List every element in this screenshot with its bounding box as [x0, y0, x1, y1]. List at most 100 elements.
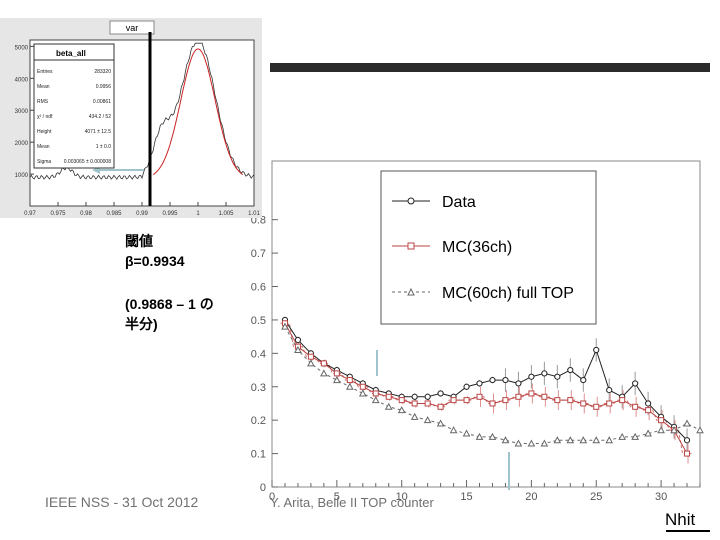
- mc60-point: [488, 432, 497, 440]
- data-point: [606, 386, 613, 394]
- mc60-point: [605, 436, 614, 444]
- stats-row-label: Height: [37, 129, 52, 135]
- stats-row-value: 4071 ± 12.5: [85, 129, 112, 135]
- mc60-point: [384, 402, 393, 410]
- data-point: [502, 376, 509, 384]
- hist-title-box: [109, 20, 155, 35]
- data-point: [476, 380, 483, 387]
- mc60-point: [644, 429, 652, 437]
- mc60-point: [683, 419, 691, 427]
- x-tick-label: 20: [525, 491, 537, 503]
- legend-label: Data: [442, 194, 476, 211]
- stats-row-value: 1 ± 0.0: [96, 144, 111, 150]
- mc36-point: [307, 353, 314, 360]
- x-tick-label: 25: [590, 491, 602, 503]
- mc36-point: [567, 397, 574, 404]
- logo-text: Nhit: [665, 510, 696, 529]
- mc36-point: [359, 383, 366, 390]
- mc36-point: [658, 417, 665, 424]
- mc60-point: [307, 359, 315, 367]
- mc60-point: [294, 345, 302, 353]
- hist-y-tick-label: 5000: [15, 45, 29, 51]
- x-tick-label: 5: [334, 491, 340, 503]
- data-point: [489, 376, 496, 384]
- stats-row-label: RMS: [37, 99, 49, 105]
- hist-x-tick-label: 0.97: [24, 211, 36, 217]
- title-bar: [270, 63, 710, 72]
- mc36-point: [684, 450, 691, 457]
- mc60-point: [397, 406, 406, 414]
- y-tick-label: 0.1: [251, 449, 266, 461]
- data-point: [528, 373, 535, 380]
- data-point: [515, 380, 522, 387]
- mc60-point: [553, 436, 562, 444]
- y-tick-label: 0.7: [251, 248, 266, 260]
- y-tick-label: 0.6: [251, 282, 266, 294]
- stats-row-value: 0.9956: [96, 84, 112, 90]
- mc36-point: [372, 390, 379, 397]
- mc36-point: [632, 403, 639, 410]
- mc60-point: [579, 436, 588, 444]
- mc60-point: [320, 369, 328, 377]
- mc36-point: [619, 397, 626, 404]
- note-line-2: 半分): [125, 316, 158, 332]
- hist-x-tick-label: 1.01: [248, 211, 260, 217]
- mc60-point: [358, 389, 367, 397]
- y-tick-label: 0.4: [251, 348, 266, 360]
- hist-x-tick-label: 0.995: [162, 211, 178, 217]
- data-point: [554, 373, 561, 380]
- stats-box: beta_all Entries 283320 Mean 0.9956 RMS 0.0086…: [33, 43, 115, 169]
- stats-box-frame: [33, 43, 115, 169]
- legend-marker: [407, 287, 415, 296]
- hist-y-tick-label: 1000: [15, 173, 29, 179]
- stats-row-label: Sigma: [37, 159, 51, 165]
- stats-row-label: χ² / ndf: [37, 114, 53, 120]
- stats-row-value: 0.003065 ± 0.000008: [64, 159, 111, 165]
- mc60-point: [423, 416, 432, 424]
- y-tick-label: 0.3: [251, 382, 266, 394]
- mc60-point: [592, 436, 601, 444]
- stats-box-title: beta_all: [56, 49, 86, 58]
- data-point: [463, 383, 470, 390]
- data-point: [593, 346, 600, 354]
- data-point: [567, 366, 574, 374]
- footer-author: Y. Arita, Belle II TOP counter: [270, 495, 434, 510]
- mc36-point: [476, 393, 483, 400]
- data-point: [424, 393, 431, 400]
- data-point: [580, 376, 587, 384]
- mc36-point: [346, 377, 353, 384]
- mc36-point: [502, 397, 509, 404]
- threshold-note: (0.9868 – 1 の 半分): [125, 294, 214, 334]
- hist-x-tick-label: 1: [196, 211, 200, 217]
- mc36-point: [645, 407, 652, 414]
- mc60-point: [281, 322, 289, 330]
- mc36-point: [515, 393, 522, 400]
- mc36-point: [333, 370, 340, 377]
- data-point: [294, 336, 302, 344]
- mc36-point: [437, 403, 444, 410]
- mc60-point: [618, 432, 627, 440]
- mc36-point: [398, 397, 405, 404]
- mc60-point: [410, 412, 419, 420]
- mc36-point: [606, 400, 613, 407]
- plot-frame: [271, 160, 701, 488]
- mc36-point: [385, 393, 392, 400]
- stats-row-label: Mean: [37, 144, 50, 150]
- mc60-point: [345, 382, 354, 390]
- threshold-text: 閾値 β=0.9934: [125, 231, 185, 271]
- hist-x-tick-label: 0.99: [136, 211, 148, 217]
- legend: Data MC(36ch) MC(60ch) full TOP: [380, 170, 597, 325]
- legend-box: [380, 170, 597, 325]
- mc60-point: [657, 426, 665, 434]
- mc60-point: [449, 426, 458, 434]
- mc60-point: [527, 439, 536, 447]
- y-tick-label: 0.2: [251, 415, 266, 427]
- mc60-point: [333, 376, 341, 384]
- mc60-point: [371, 396, 380, 404]
- mc60-point: [540, 439, 549, 447]
- data-point: [541, 370, 548, 377]
- data-point: [437, 390, 444, 397]
- legend-label: MC(36ch): [442, 239, 512, 256]
- x-tick-label: 10: [396, 491, 408, 503]
- data-point: [645, 400, 652, 407]
